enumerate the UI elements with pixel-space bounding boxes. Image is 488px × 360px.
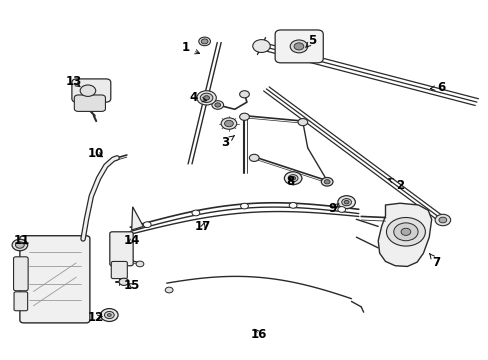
Circle shape [400, 228, 410, 235]
FancyBboxPatch shape [14, 292, 28, 311]
Circle shape [101, 309, 118, 321]
Circle shape [249, 154, 259, 161]
FancyBboxPatch shape [74, 95, 105, 111]
Circle shape [337, 196, 355, 208]
Circle shape [386, 217, 425, 246]
Text: 12: 12 [88, 311, 104, 324]
Circle shape [293, 43, 303, 50]
Circle shape [393, 223, 417, 241]
Text: 10: 10 [88, 147, 104, 160]
Circle shape [199, 37, 210, 46]
Circle shape [143, 222, 151, 228]
FancyBboxPatch shape [14, 257, 28, 291]
Circle shape [288, 202, 296, 208]
Text: 17: 17 [195, 220, 211, 233]
Circle shape [221, 118, 236, 129]
Circle shape [297, 118, 307, 126]
FancyBboxPatch shape [275, 30, 323, 63]
Polygon shape [377, 203, 431, 266]
Circle shape [192, 210, 200, 216]
Text: 4: 4 [189, 91, 206, 104]
Circle shape [438, 217, 446, 223]
Text: 14: 14 [123, 234, 140, 247]
Circle shape [239, 113, 249, 120]
Polygon shape [131, 207, 143, 230]
Circle shape [321, 177, 332, 186]
Text: 13: 13 [65, 75, 81, 88]
Circle shape [197, 91, 216, 105]
Circle shape [240, 203, 248, 209]
Text: 3: 3 [221, 136, 234, 149]
Circle shape [224, 120, 233, 127]
Circle shape [203, 96, 209, 100]
Circle shape [211, 101, 223, 109]
Circle shape [201, 39, 207, 44]
Circle shape [239, 91, 249, 98]
Text: 6: 6 [429, 81, 445, 94]
Circle shape [16, 242, 24, 248]
Circle shape [290, 176, 295, 180]
Text: 8: 8 [286, 175, 294, 188]
Circle shape [341, 199, 351, 206]
Circle shape [80, 85, 96, 96]
Circle shape [200, 93, 212, 103]
FancyBboxPatch shape [20, 236, 90, 323]
Circle shape [214, 103, 220, 107]
Circle shape [337, 207, 345, 212]
Polygon shape [102, 309, 117, 321]
Circle shape [104, 311, 114, 319]
Circle shape [107, 314, 111, 316]
Circle shape [119, 278, 128, 285]
Circle shape [289, 40, 307, 53]
Text: 15: 15 [123, 279, 140, 292]
Circle shape [252, 40, 270, 53]
Text: 1: 1 [182, 41, 199, 54]
Circle shape [434, 214, 450, 226]
Circle shape [136, 261, 143, 267]
Text: 11: 11 [14, 234, 30, 247]
Circle shape [324, 180, 329, 184]
FancyBboxPatch shape [111, 261, 127, 279]
Circle shape [287, 175, 297, 182]
Text: 7: 7 [429, 254, 440, 269]
Text: 16: 16 [250, 328, 267, 341]
FancyBboxPatch shape [72, 79, 111, 102]
Circle shape [284, 172, 301, 185]
Circle shape [344, 201, 348, 204]
Text: 5: 5 [305, 34, 316, 48]
Text: 2: 2 [388, 179, 403, 192]
FancyBboxPatch shape [110, 232, 133, 266]
Circle shape [165, 287, 173, 293]
Polygon shape [120, 278, 128, 285]
Circle shape [12, 239, 28, 251]
Text: 9: 9 [327, 202, 338, 215]
